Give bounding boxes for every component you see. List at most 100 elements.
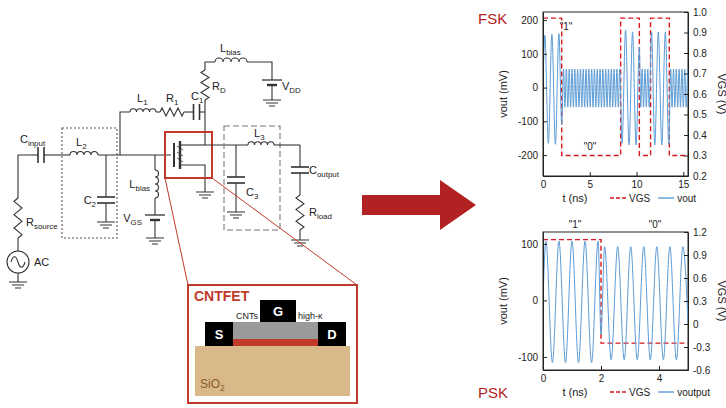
x-axis-title: t (ns) xyxy=(562,192,587,204)
wire xyxy=(17,273,18,282)
tick-label: 1.0 xyxy=(693,7,707,18)
tick-mark xyxy=(684,176,688,177)
tick-mark xyxy=(684,135,688,136)
plot-frame xyxy=(543,232,688,370)
wire xyxy=(299,173,300,195)
tick-label: 0 xyxy=(532,82,538,93)
tick-label: 0.2 xyxy=(693,171,707,182)
resistor xyxy=(14,198,22,238)
tick: 1.2 xyxy=(684,227,707,238)
tick: 0.6 xyxy=(684,273,707,284)
tick: 2 xyxy=(599,366,605,384)
transistor-cnt-hatch xyxy=(177,146,183,162)
label: SiO2 xyxy=(200,377,225,393)
label-subscript: 2 xyxy=(220,383,225,393)
filter-box xyxy=(62,128,117,238)
x-axis-line xyxy=(544,370,689,371)
capacitor-plate xyxy=(193,104,195,120)
label: VGS xyxy=(123,212,142,227)
cnt-layer xyxy=(233,339,318,346)
label: Coutput xyxy=(309,164,340,179)
tick-label: 0 xyxy=(532,295,538,306)
series-line xyxy=(543,30,688,145)
tick-mark xyxy=(684,255,688,256)
legend-label: vout xyxy=(677,193,696,204)
wire xyxy=(50,154,70,155)
wire xyxy=(200,111,206,112)
tick: 0 xyxy=(532,295,547,306)
tick-mark xyxy=(543,357,547,358)
label: Lbias xyxy=(129,178,150,193)
label: C3 xyxy=(246,186,259,201)
tick: 5 xyxy=(587,172,593,190)
tick-label: -100 xyxy=(518,116,538,127)
ground xyxy=(146,238,164,244)
matching-box xyxy=(224,126,280,230)
tick: 0.5 xyxy=(684,109,707,120)
tick: 100 xyxy=(521,239,547,250)
substrate xyxy=(195,346,350,396)
tick: 10 xyxy=(631,172,643,190)
label-symbol: C xyxy=(191,90,199,102)
tick-label: 0.9 xyxy=(693,250,707,261)
y2-axis-line xyxy=(688,13,689,177)
label: high-κ xyxy=(298,311,323,321)
label-symbol: R xyxy=(166,92,174,104)
label-subscript: load xyxy=(317,212,332,221)
wire xyxy=(154,220,155,238)
inductor xyxy=(215,58,247,62)
capacitor-plate xyxy=(97,202,115,204)
label: Rload xyxy=(309,206,332,221)
source-electrode xyxy=(205,322,233,346)
tick-label: 0.6 xyxy=(693,273,707,284)
label-symbol: C xyxy=(20,133,28,145)
wire xyxy=(44,154,50,155)
series-line xyxy=(543,240,688,343)
series-line xyxy=(543,241,688,363)
annotation: "1" xyxy=(560,21,573,32)
tick-label: 1.2 xyxy=(693,227,707,238)
y-axis: -200-1000100200 xyxy=(518,13,547,177)
label-subscript: 2 xyxy=(92,200,96,209)
battery-plate xyxy=(262,79,282,80)
inductor xyxy=(155,170,159,198)
y-axis-line xyxy=(543,233,544,371)
legend: VGSvoutput xyxy=(610,387,710,398)
wire xyxy=(154,155,155,170)
y2-axis-line xyxy=(688,233,689,371)
plot-frame xyxy=(543,12,688,176)
label: C1 xyxy=(191,90,204,105)
wire xyxy=(18,155,32,198)
label-subscript: output xyxy=(317,170,340,179)
label-symbol: R xyxy=(212,80,220,92)
capacitor-plate xyxy=(291,172,309,174)
legend-swatch xyxy=(610,391,626,392)
tick-label: 0.3 xyxy=(693,150,707,161)
label-subscript: DD xyxy=(289,86,301,95)
arrow xyxy=(362,180,476,230)
tick: -100 xyxy=(518,352,547,363)
wire xyxy=(105,155,106,197)
label: L3 xyxy=(254,127,265,142)
tick-label: 10 xyxy=(631,179,643,190)
wire xyxy=(299,230,300,240)
battery-plate xyxy=(145,214,165,215)
legend-label: voutput xyxy=(677,387,710,398)
tick-label: 0.8 xyxy=(693,48,707,59)
label: G xyxy=(273,304,283,319)
tick-label: 0.7 xyxy=(693,68,707,79)
tick: 0.4 xyxy=(684,130,707,141)
tick: 0.8 xyxy=(684,48,707,59)
tick: 0.7 xyxy=(684,68,707,79)
tick-mark xyxy=(543,20,547,21)
y2-axis: -0.6-0.300.30.60.91.2 xyxy=(684,227,711,376)
annotation: "0" xyxy=(649,219,662,230)
wire xyxy=(32,154,38,155)
y-axis: -100 0 100 xyxy=(518,233,547,371)
tick: 0.9 xyxy=(684,250,707,261)
tick: 0.3 xyxy=(684,296,707,307)
circuit xyxy=(7,58,357,403)
label-subscript: bias xyxy=(135,184,150,193)
label-symbol: C xyxy=(246,186,254,198)
tick-mark xyxy=(543,121,547,122)
